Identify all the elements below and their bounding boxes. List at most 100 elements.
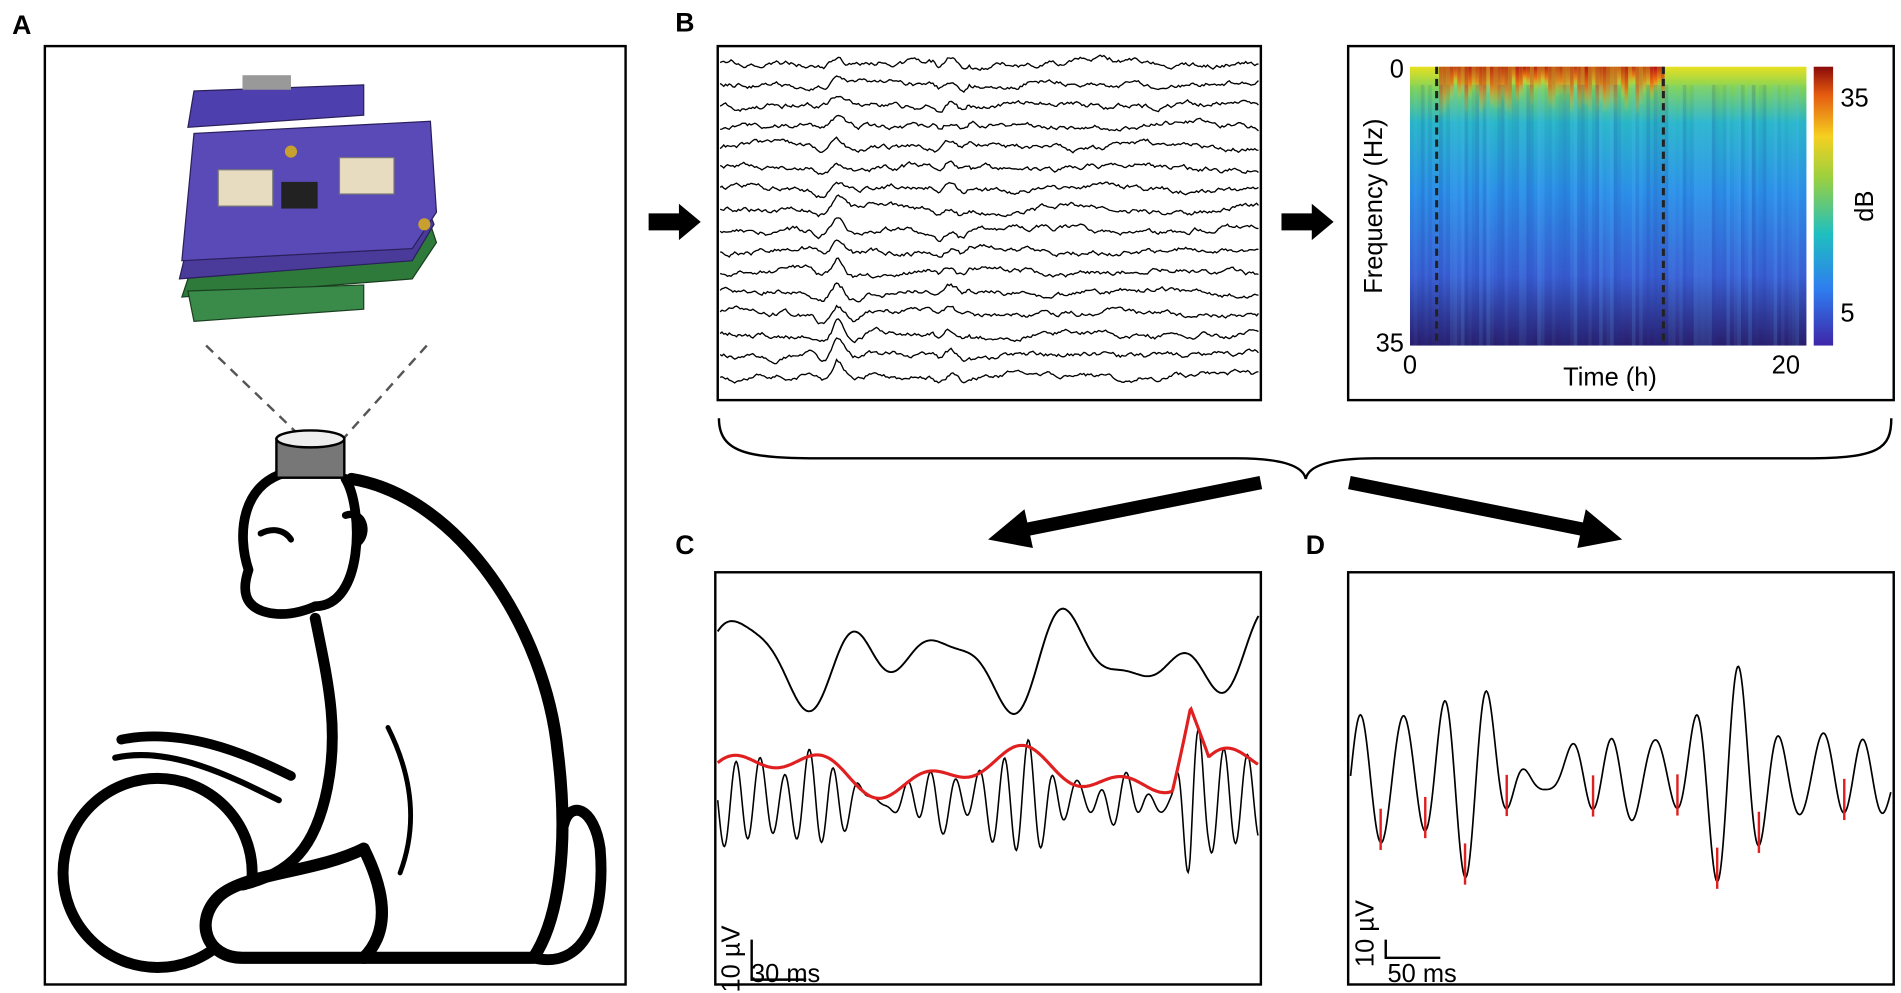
spectrogram-column bbox=[1439, 84, 1443, 346]
spectrogram-column bbox=[1631, 84, 1636, 346]
spectrogram-column bbox=[1537, 66, 1541, 92]
panel-d-traces bbox=[1349, 665, 1892, 889]
spectrogram-column bbox=[1551, 66, 1556, 110]
spectrogram-column bbox=[1566, 66, 1571, 96]
spectrogram-column bbox=[1580, 66, 1585, 108]
spectrogram-column bbox=[1675, 85, 1679, 346]
slow-trace bbox=[716, 607, 1260, 715]
spectrogram-column bbox=[1555, 66, 1560, 97]
spectrogram-column bbox=[1475, 66, 1480, 96]
spectrogram-column bbox=[1613, 66, 1618, 112]
spectrogram-column bbox=[1628, 66, 1632, 87]
spectrogram-column bbox=[1631, 66, 1636, 85]
spectrogram-column bbox=[1580, 84, 1585, 346]
eeg-trace bbox=[719, 75, 1259, 93]
spectrogram-column bbox=[1646, 84, 1651, 346]
spectrogram-column bbox=[1504, 66, 1509, 113]
spectrogram-column bbox=[1617, 66, 1621, 88]
spectrogram-column bbox=[1479, 66, 1483, 115]
arrow bbox=[1348, 476, 1594, 538]
spectrogram-column bbox=[1519, 66, 1523, 99]
spectrogram-column bbox=[1603, 85, 1607, 346]
spectrogram-column bbox=[1555, 84, 1560, 346]
spectrogram-column bbox=[1449, 84, 1454, 346]
spectrogram-column bbox=[1425, 85, 1429, 346]
spectrogram-column bbox=[1439, 66, 1443, 118]
spectrogram-column bbox=[1646, 66, 1651, 90]
spectrogram-column bbox=[1770, 84, 1774, 346]
spectrogram-column bbox=[1486, 84, 1491, 346]
eeg-trace bbox=[719, 318, 1259, 344]
spectrogram-column bbox=[1519, 84, 1523, 346]
scale-bar-label: 50 ms bbox=[1387, 960, 1456, 988]
spectrogram-column bbox=[1544, 84, 1549, 346]
spectrogram-column bbox=[1588, 66, 1592, 114]
spectrogram-column bbox=[1522, 84, 1527, 346]
spectrogram-column bbox=[1559, 66, 1563, 95]
spectrogram-column bbox=[1588, 84, 1592, 346]
spectrogram-column bbox=[1577, 84, 1581, 346]
spectrogram-column bbox=[1511, 66, 1516, 85]
arrow bbox=[1281, 203, 1334, 241]
spectrogram-column bbox=[1522, 66, 1527, 84]
spectrogram-column bbox=[1686, 85, 1690, 346]
eeg-trace bbox=[719, 358, 1259, 384]
panel-a-frame bbox=[43, 44, 627, 986]
spectrogram-column bbox=[1610, 84, 1614, 346]
spectrogram-column bbox=[1595, 84, 1600, 346]
spectrogram-column bbox=[1740, 84, 1745, 346]
eeg-trace bbox=[719, 194, 1259, 218]
y-tick-label: 35 bbox=[1376, 330, 1404, 358]
spectrogram-column bbox=[1573, 84, 1578, 346]
spectrogram-column bbox=[1511, 84, 1516, 346]
spectrogram-column bbox=[1766, 85, 1770, 346]
spectrogram-column bbox=[1795, 84, 1800, 346]
zoom-line bbox=[205, 344, 304, 440]
spectrogram-column bbox=[1526, 66, 1531, 88]
spectrogram-column bbox=[1602, 66, 1607, 114]
scale-bar-label: 10 µV bbox=[718, 926, 746, 993]
spectrogram-column bbox=[1504, 84, 1509, 346]
spectrogram-column bbox=[1624, 66, 1629, 112]
spectrogram-column bbox=[1540, 84, 1545, 346]
spectrogram-column bbox=[1708, 84, 1712, 346]
spectrogram-column bbox=[1591, 84, 1596, 346]
spectrogram-column bbox=[1625, 85, 1629, 346]
spectrogram-column bbox=[1671, 84, 1676, 346]
spectrogram-texture bbox=[1413, 66, 1800, 346]
x-tick-label: 0 bbox=[1403, 351, 1417, 379]
spectrogram-column bbox=[1443, 85, 1447, 346]
spectrogram-column bbox=[1475, 84, 1480, 346]
spectrogram-column bbox=[1544, 66, 1549, 89]
spectrogram-column bbox=[1551, 84, 1556, 346]
spectrogram-column bbox=[1722, 84, 1727, 346]
spectrogram-column bbox=[1497, 66, 1501, 111]
spectrogram-column bbox=[1788, 84, 1792, 346]
spectrogram-column bbox=[1457, 66, 1461, 100]
spectrogram-column bbox=[1482, 66, 1487, 110]
eeg-trace bbox=[719, 217, 1259, 243]
colorbar-label: dB bbox=[1851, 191, 1879, 222]
panel-c-traces bbox=[716, 607, 1260, 875]
spectrogram-column bbox=[1643, 85, 1647, 346]
eeg-trace bbox=[719, 95, 1259, 113]
spectrogram-column bbox=[1639, 84, 1643, 346]
spectrogram-column bbox=[1540, 66, 1545, 84]
spectrogram-column bbox=[1693, 84, 1698, 346]
spectrogram-column bbox=[1620, 66, 1625, 99]
arrow-head bbox=[988, 509, 1033, 549]
spectrogram-column bbox=[1570, 84, 1574, 346]
spectrogram-column bbox=[1442, 66, 1447, 115]
spectrogram-column bbox=[1562, 84, 1567, 346]
eeg-trace bbox=[719, 136, 1259, 154]
spectrogram-column bbox=[1697, 84, 1701, 346]
spectrogram-column bbox=[1653, 84, 1658, 346]
eeg-trace bbox=[719, 54, 1259, 72]
spectrogram-column bbox=[1500, 66, 1505, 101]
panel-label: D bbox=[1306, 530, 1325, 560]
spectrogram-column bbox=[1464, 84, 1469, 346]
panel-d-frame bbox=[1346, 571, 1895, 986]
spectrogram-column bbox=[1679, 84, 1683, 346]
colorbar-tick-label: 5 bbox=[1840, 299, 1854, 327]
